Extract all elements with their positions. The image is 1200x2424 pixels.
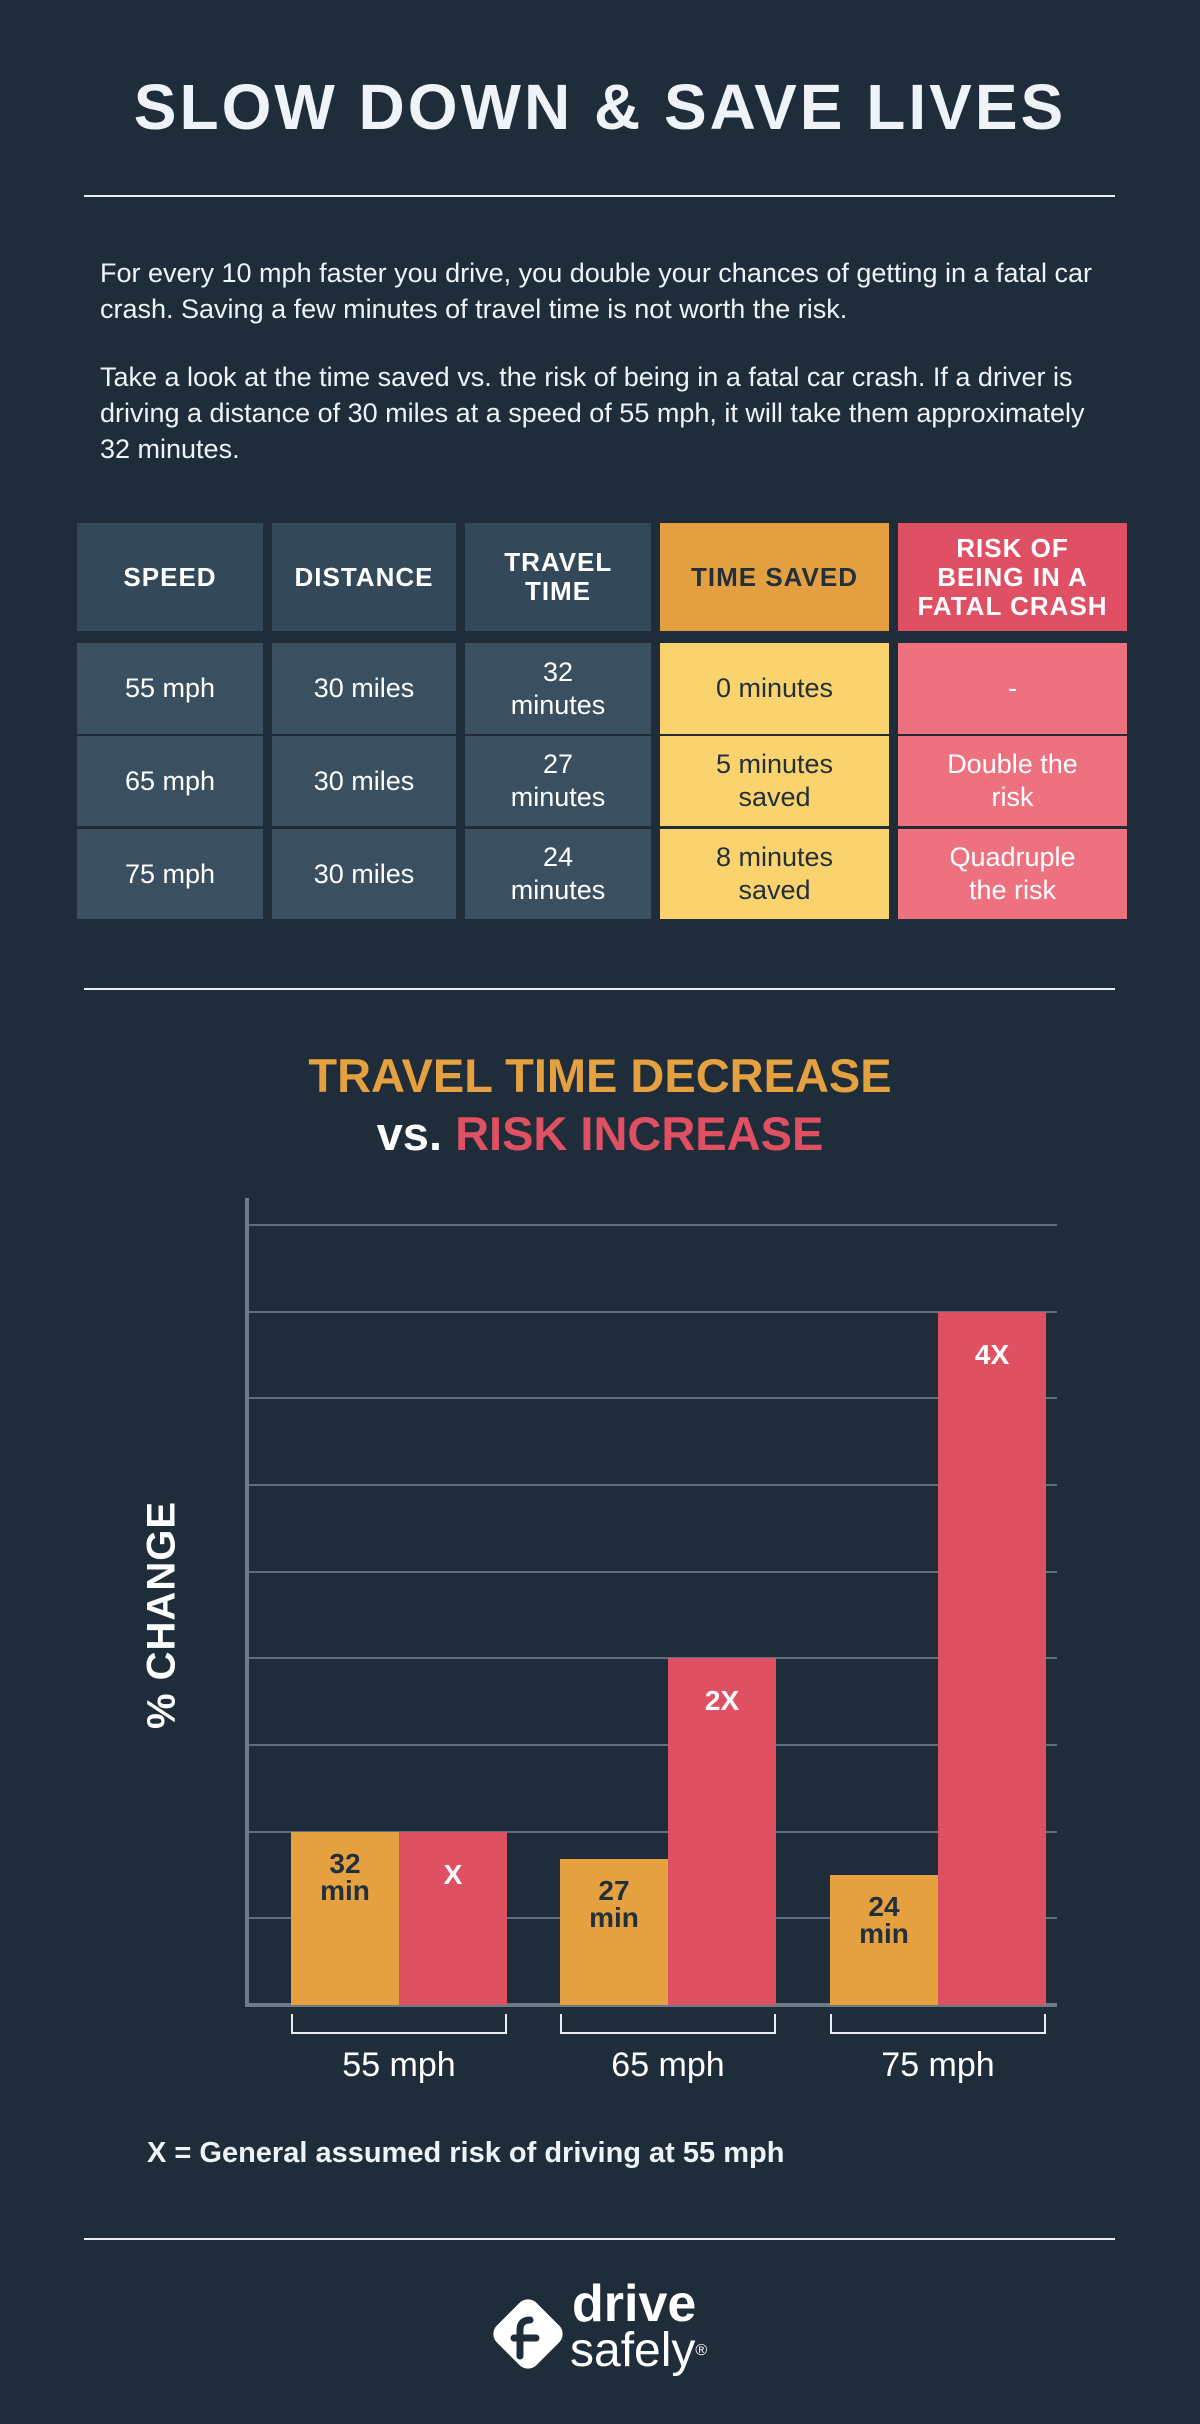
bar-value-label: X bbox=[443, 1858, 463, 1890]
table-cell: 8 minutes saved bbox=[660, 829, 889, 919]
intro-paragraph: For every 10 mph faster you drive, you d… bbox=[100, 258, 1093, 324]
bar bbox=[560, 1858, 668, 2005]
bar-value-label: 4X bbox=[974, 1338, 1010, 1370]
bar-value-label: 24 min bbox=[859, 1891, 909, 1949]
grid-line bbox=[247, 1310, 1057, 1313]
grid-line bbox=[247, 1570, 1057, 1573]
logo-diamond bbox=[493, 2299, 563, 2369]
bar bbox=[938, 1311, 1046, 2005]
category-bracket bbox=[830, 2014, 1046, 2034]
category-bracket bbox=[560, 2014, 776, 2034]
logo-icon bbox=[493, 2299, 563, 2369]
bar bbox=[291, 1831, 399, 2005]
page-title: SLOW DOWN & SAVE LIVES bbox=[133, 71, 1067, 143]
table-cell: 55 mph bbox=[77, 643, 263, 734]
table-cell: 5 minutes saved bbox=[660, 736, 889, 826]
table-cell: 75 mph bbox=[77, 829, 263, 919]
bar bbox=[830, 1875, 938, 2005]
y-axis-label: % CHANGE bbox=[139, 1500, 184, 1730]
chart-title-line: vs. RISK INCREASE bbox=[0, 1105, 1200, 1163]
table-header: RISK OF BEING IN A FATAL CRASH bbox=[898, 523, 1127, 631]
grid-line bbox=[247, 1744, 1057, 1747]
logo-registered: ® bbox=[695, 2342, 708, 2359]
table-header: TRAVEL TIME bbox=[465, 523, 651, 631]
bar-value-label: 2X bbox=[704, 1685, 740, 1717]
logo-safely-text: safely bbox=[570, 2324, 696, 2377]
intro-paragraph: Take a look at the time saved vs. the ri… bbox=[100, 362, 1085, 464]
table-header: DISTANCE bbox=[272, 523, 456, 631]
divider bbox=[84, 195, 1115, 197]
bar bbox=[399, 1831, 507, 2005]
table-cell: 65 mph bbox=[77, 736, 263, 826]
table-cell: 30 miles bbox=[272, 829, 456, 919]
table-cell: 24 minutes bbox=[465, 829, 651, 919]
table-cell: 30 miles bbox=[272, 736, 456, 826]
table-cell: 30 miles bbox=[272, 643, 456, 734]
divider bbox=[84, 2238, 1115, 2240]
x-axis bbox=[245, 2003, 1057, 2007]
category-bracket bbox=[291, 2014, 507, 2034]
chart-title: TRAVEL TIME DECREASE vs. RISK INCREASE bbox=[0, 1047, 1200, 1163]
grid-line bbox=[247, 1484, 1057, 1487]
table-cell: 32 minutes bbox=[465, 643, 651, 734]
table-cell: - bbox=[898, 643, 1127, 734]
chart-title-line: TRAVEL TIME DECREASE bbox=[308, 1049, 892, 1102]
bar-value-label: 32 min bbox=[320, 1847, 370, 1906]
chart-title-highlight: RISK INCREASE bbox=[455, 1107, 824, 1160]
chart-title-prefix: vs. bbox=[376, 1107, 443, 1160]
grid-line bbox=[247, 1397, 1057, 1400]
table-cell: 27 minutes bbox=[465, 736, 651, 826]
y-axis bbox=[245, 1198, 249, 2007]
grid-line bbox=[247, 1224, 1057, 1227]
table-cell: Quadruple the risk bbox=[898, 829, 1127, 919]
footnote: X = General assumed risk of driving at 5… bbox=[147, 2137, 785, 2169]
grid-line bbox=[247, 1830, 1057, 1833]
x-tick-label: 65 mph bbox=[611, 2046, 725, 2084]
grid-line bbox=[247, 1657, 1057, 1660]
x-tick-label: 75 mph bbox=[881, 2046, 995, 2084]
bar bbox=[668, 1658, 776, 2005]
logo-glyph bbox=[510, 2316, 540, 2360]
table-cell: Double the risk bbox=[898, 736, 1127, 826]
table-header: SPEED bbox=[77, 523, 263, 631]
bar-value-label: 27 min bbox=[589, 1874, 639, 1933]
logo-drive: drive bbox=[572, 2275, 697, 2333]
logo-safely: safely® bbox=[570, 2326, 707, 2376]
table-cell: 0 minutes bbox=[660, 643, 889, 734]
divider bbox=[84, 988, 1115, 990]
x-tick-label: 55 mph bbox=[342, 2046, 456, 2084]
table-header: TIME SAVED bbox=[660, 523, 889, 631]
